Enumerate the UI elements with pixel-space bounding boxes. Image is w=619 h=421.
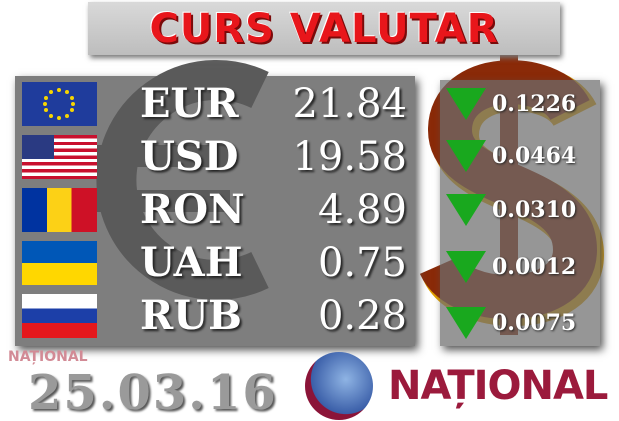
rates-panel: EUR 21.84 USD 19.58 RON 4.89 UAH 0.75 RU…	[15, 76, 415, 346]
change-value: 0.1226	[492, 91, 577, 117]
currency-code: RON	[140, 186, 245, 233]
change-row: 0.0310	[440, 186, 600, 238]
brand-logo-text: NAȚIONAL	[388, 363, 608, 409]
changes-panel: 0.1226 0.0464 0.0310 0.0012 0.0075	[440, 80, 600, 346]
change-row: 0.0012	[440, 243, 600, 295]
ro-flag-icon	[22, 188, 97, 232]
date-label: 25.03.16	[28, 365, 278, 421]
down-arrow-icon	[446, 194, 486, 226]
title-banner: CURS VALUTAR	[88, 2, 560, 55]
rate-row-uah: UAH 0.75	[15, 237, 415, 289]
page-title: CURS VALUTAR	[149, 5, 499, 52]
down-arrow-icon	[446, 140, 486, 172]
down-arrow-icon	[446, 88, 486, 120]
rate-row-rub: RUB 0.28	[15, 290, 415, 342]
change-row: 0.0075	[440, 299, 600, 351]
watermark: NAȚIONAL	[8, 349, 88, 365]
currency-code: RUB	[140, 292, 242, 339]
currency-code: UAH	[140, 239, 243, 286]
rate-value: 4.89	[317, 187, 407, 233]
currency-code: EUR	[140, 80, 239, 127]
rate-value: 0.75	[317, 240, 407, 286]
currency-code: USD	[140, 133, 239, 180]
change-value: 0.0012	[492, 254, 577, 280]
us-flag-icon	[22, 135, 97, 179]
rate-value: 21.84	[292, 81, 407, 127]
rate-row-ron: RON 4.89	[15, 184, 415, 236]
change-value: 0.0310	[492, 197, 577, 223]
down-arrow-icon	[446, 307, 486, 339]
down-arrow-icon	[446, 251, 486, 283]
rate-value: 19.58	[292, 134, 407, 180]
change-row: 0.0464	[440, 132, 600, 184]
change-row: 0.1226	[440, 80, 600, 132]
rate-row-eur: EUR 21.84	[15, 78, 415, 130]
national-logo-icon	[305, 352, 373, 420]
ru-flag-icon	[22, 294, 97, 338]
eu-flag-icon	[22, 82, 97, 126]
ua-flag-icon	[22, 241, 97, 285]
rate-row-usd: USD 19.58	[15, 131, 415, 183]
change-value: 0.0075	[492, 310, 577, 336]
rate-value: 0.28	[317, 293, 407, 339]
change-value: 0.0464	[492, 143, 577, 169]
